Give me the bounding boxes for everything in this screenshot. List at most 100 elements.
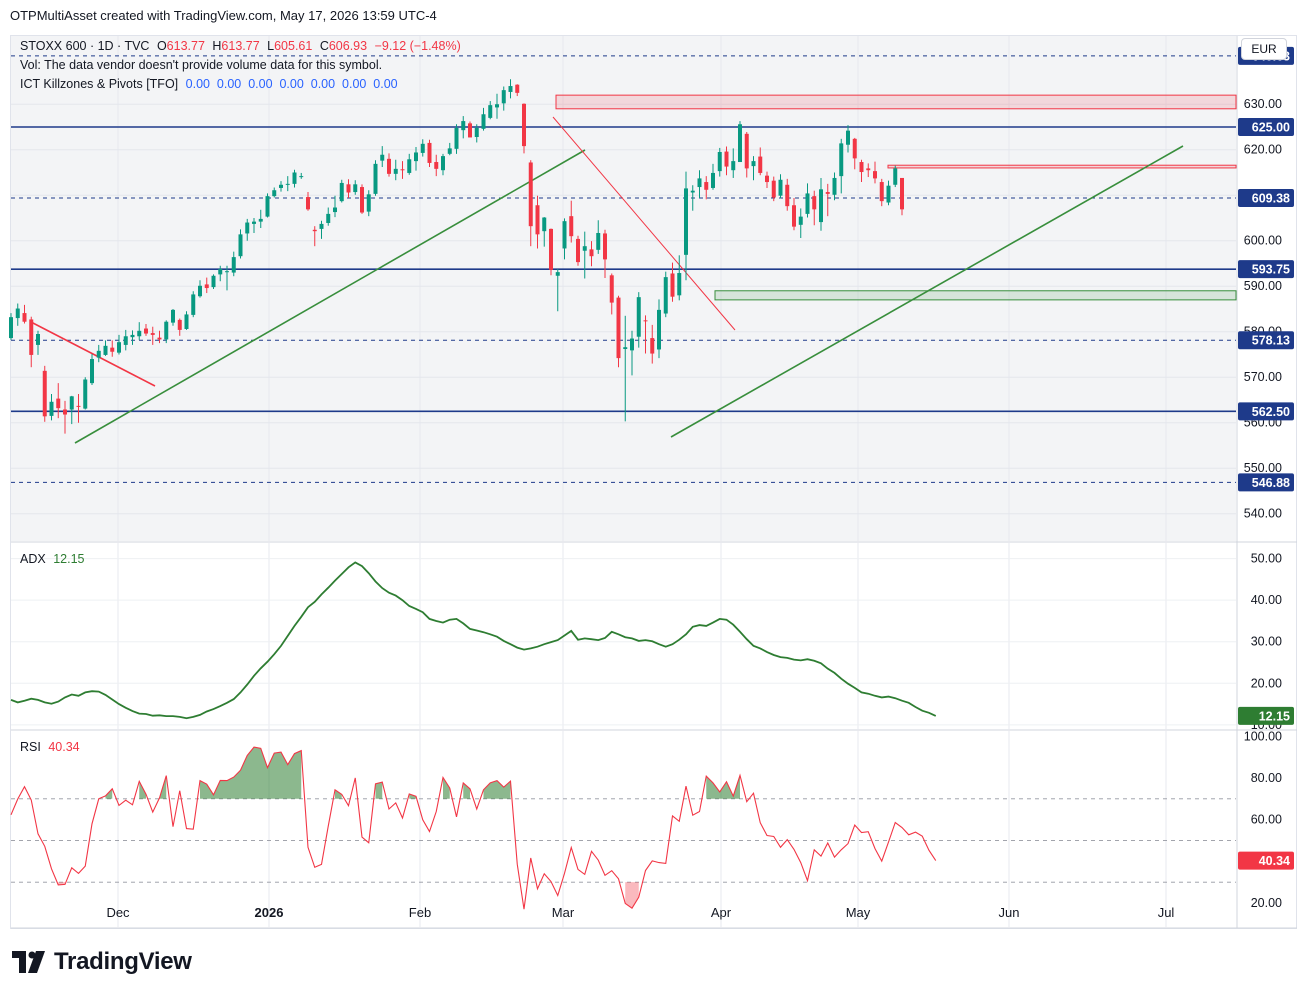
candle-body	[22, 313, 27, 322]
candle-body	[171, 309, 175, 323]
resistance-zone	[555, 94, 1237, 110]
time-tick-label: Jun	[999, 905, 1020, 920]
candle-body	[778, 179, 783, 196]
candle-body	[603, 233, 607, 260]
candle-body	[650, 338, 655, 354]
level-axis-label-bg	[1238, 473, 1294, 492]
level-axis-label: 578.13	[1252, 334, 1290, 348]
rsi-value: 40.34	[48, 740, 80, 754]
price-tick-label: 600.00	[1244, 234, 1282, 248]
candle-body	[110, 347, 115, 352]
rsi-tick-label: 80.00	[1251, 771, 1282, 785]
legend-symbol[interactable]: STOXX 600 · 1D · TVC	[20, 39, 150, 53]
candle-body	[265, 196, 270, 217]
candle-body	[616, 297, 621, 359]
candle-body	[184, 314, 189, 329]
adx-line	[10, 561, 937, 720]
candle-body	[846, 130, 850, 145]
rsi-tick-label: 60.00	[1251, 813, 1282, 827]
candle-body	[164, 321, 169, 340]
candle-body	[684, 188, 688, 255]
candle-body	[488, 105, 493, 118]
level-axis-label-bg	[1238, 402, 1294, 421]
candle-body	[798, 216, 803, 225]
candle-body	[508, 86, 513, 92]
candle-body	[285, 183, 290, 185]
candle-body	[886, 185, 891, 203]
candle-body	[63, 409, 67, 415]
candle-body	[252, 221, 256, 224]
candle-body	[69, 396, 74, 410]
candle-body	[387, 158, 391, 174]
uptrend-line	[74, 149, 586, 444]
candle-body	[805, 193, 810, 214]
candle-body	[258, 218, 263, 222]
candle-body	[528, 162, 533, 227]
candle-body	[643, 320, 648, 322]
candle-body	[76, 405, 81, 407]
resistance-zone	[887, 164, 1237, 169]
indicator-name[interactable]: ICT Killzones & Pivots [TFO]	[20, 77, 179, 91]
candle-body	[400, 169, 405, 171]
candle-body	[900, 177, 904, 210]
rsi-overbought-fill	[483, 780, 511, 799]
rsi-legend: RSI 40.34	[20, 740, 84, 754]
adx-legend: ADX 12.15	[20, 552, 88, 566]
currency-button[interactable]: EUR	[1241, 38, 1287, 60]
adx-label[interactable]: ADX	[20, 552, 46, 566]
rsi-tick-label: 100.00	[1244, 729, 1282, 743]
candle-body	[589, 249, 594, 257]
legend-open-label: O	[156, 39, 167, 53]
candle-body	[130, 334, 135, 338]
tradingview-logo-text: TradingView	[54, 948, 192, 975]
time-tick-label: May	[846, 905, 871, 920]
candle-body	[211, 275, 216, 288]
level-axis-label-bg	[1238, 117, 1294, 136]
candle-body	[225, 271, 229, 273]
candle-body	[859, 162, 864, 173]
candle-body	[461, 121, 466, 131]
candle-body	[569, 216, 574, 237]
candle-body	[785, 184, 790, 207]
candle-body	[677, 273, 682, 296]
legend-change: −9.12 (−1.48%)	[374, 39, 461, 53]
rsi-label[interactable]: RSI	[20, 740, 41, 754]
candle-body	[515, 84, 520, 93]
candle-body	[751, 161, 756, 167]
candle-body	[738, 124, 742, 163]
rsi-overbought-fill	[443, 777, 450, 799]
candle-body	[103, 345, 108, 355]
price-tick-label: 570.00	[1244, 370, 1282, 384]
candle-body	[366, 194, 371, 212]
tradingview-logo[interactable]: TradingView	[12, 948, 192, 976]
main-legend: STOXX 600 · 1D · TVC O613.77 H613.77 L60…	[20, 39, 465, 53]
candle-body	[447, 148, 452, 154]
candle-body	[83, 379, 88, 409]
candle-body	[758, 156, 763, 173]
level-axis-label-bg	[1238, 331, 1294, 350]
price-tick-label: 550.00	[1244, 461, 1282, 475]
candle-body	[535, 205, 540, 235]
candle-body	[346, 184, 351, 193]
candle-body	[501, 90, 506, 104]
candle-body	[204, 284, 209, 289]
time-tick-label: 2026	[255, 905, 284, 920]
candle-body	[292, 172, 297, 184]
candle-body	[474, 127, 479, 137]
level-axis-label-bg	[1238, 189, 1294, 208]
candle-body	[427, 142, 432, 163]
legend-open-value: 613.77	[166, 39, 205, 53]
adx-last-value-label: 12.15	[1259, 709, 1290, 723]
candle-body	[522, 103, 526, 147]
candle-body	[704, 182, 709, 190]
candle-body	[123, 336, 128, 345]
candle-body	[407, 159, 412, 173]
adx-tick-label: 50.00	[1251, 552, 1282, 566]
candle-body	[312, 229, 317, 232]
candle-body	[744, 133, 749, 169]
level-axis-label: 625.00	[1252, 120, 1290, 134]
legend-high-label: H	[212, 39, 222, 53]
candle-body	[825, 192, 830, 194]
time-tick-label: Dec	[106, 905, 130, 920]
